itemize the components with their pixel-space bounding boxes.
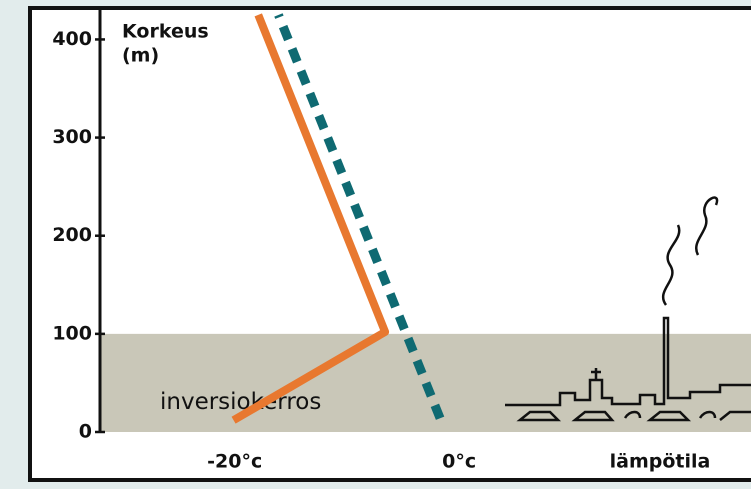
y-axis-label: (m) [122, 45, 159, 67]
city-silhouette [505, 196, 751, 422]
y-tick-label: 300 [52, 126, 92, 148]
series-line [231, 13, 390, 424]
x-tick-label: 0°c [442, 451, 476, 473]
y-tick-label: 0 [79, 421, 92, 443]
x-tick-label: -20°c [207, 451, 262, 473]
series-line [274, 13, 445, 420]
y-tick-label: 200 [52, 224, 92, 246]
x-axis-label: lämpötila [610, 451, 711, 473]
y-tick-label: 100 [52, 322, 92, 344]
y-tick-label: 400 [52, 28, 92, 50]
band-label: inversiokerros [160, 389, 321, 415]
inversion-band [100, 333, 751, 432]
y-axis-label: Korkeus [122, 21, 209, 43]
